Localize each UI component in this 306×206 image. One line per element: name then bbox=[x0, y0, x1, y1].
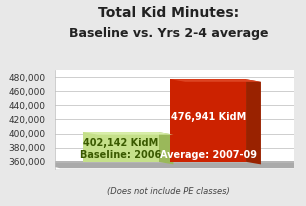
Bar bbox=[83, 132, 159, 162]
Text: 476,941 KidM: 476,941 KidM bbox=[171, 112, 246, 122]
Text: Average: 2007-09: Average: 2007-09 bbox=[160, 150, 257, 160]
Polygon shape bbox=[159, 132, 174, 164]
Polygon shape bbox=[170, 79, 261, 82]
Text: Baseline: 2006: Baseline: 2006 bbox=[80, 150, 161, 160]
Polygon shape bbox=[246, 79, 261, 164]
Polygon shape bbox=[35, 162, 306, 167]
Text: Baseline vs. Yrs 2-4 average: Baseline vs. Yrs 2-4 average bbox=[69, 27, 268, 40]
Bar bbox=[170, 79, 246, 162]
Polygon shape bbox=[83, 132, 174, 135]
Text: (Does not include PE classes): (Does not include PE classes) bbox=[107, 187, 230, 196]
Text: Total Kid Minutes:: Total Kid Minutes: bbox=[98, 6, 239, 20]
Text: 402,142 KidM: 402,142 KidM bbox=[83, 138, 158, 148]
